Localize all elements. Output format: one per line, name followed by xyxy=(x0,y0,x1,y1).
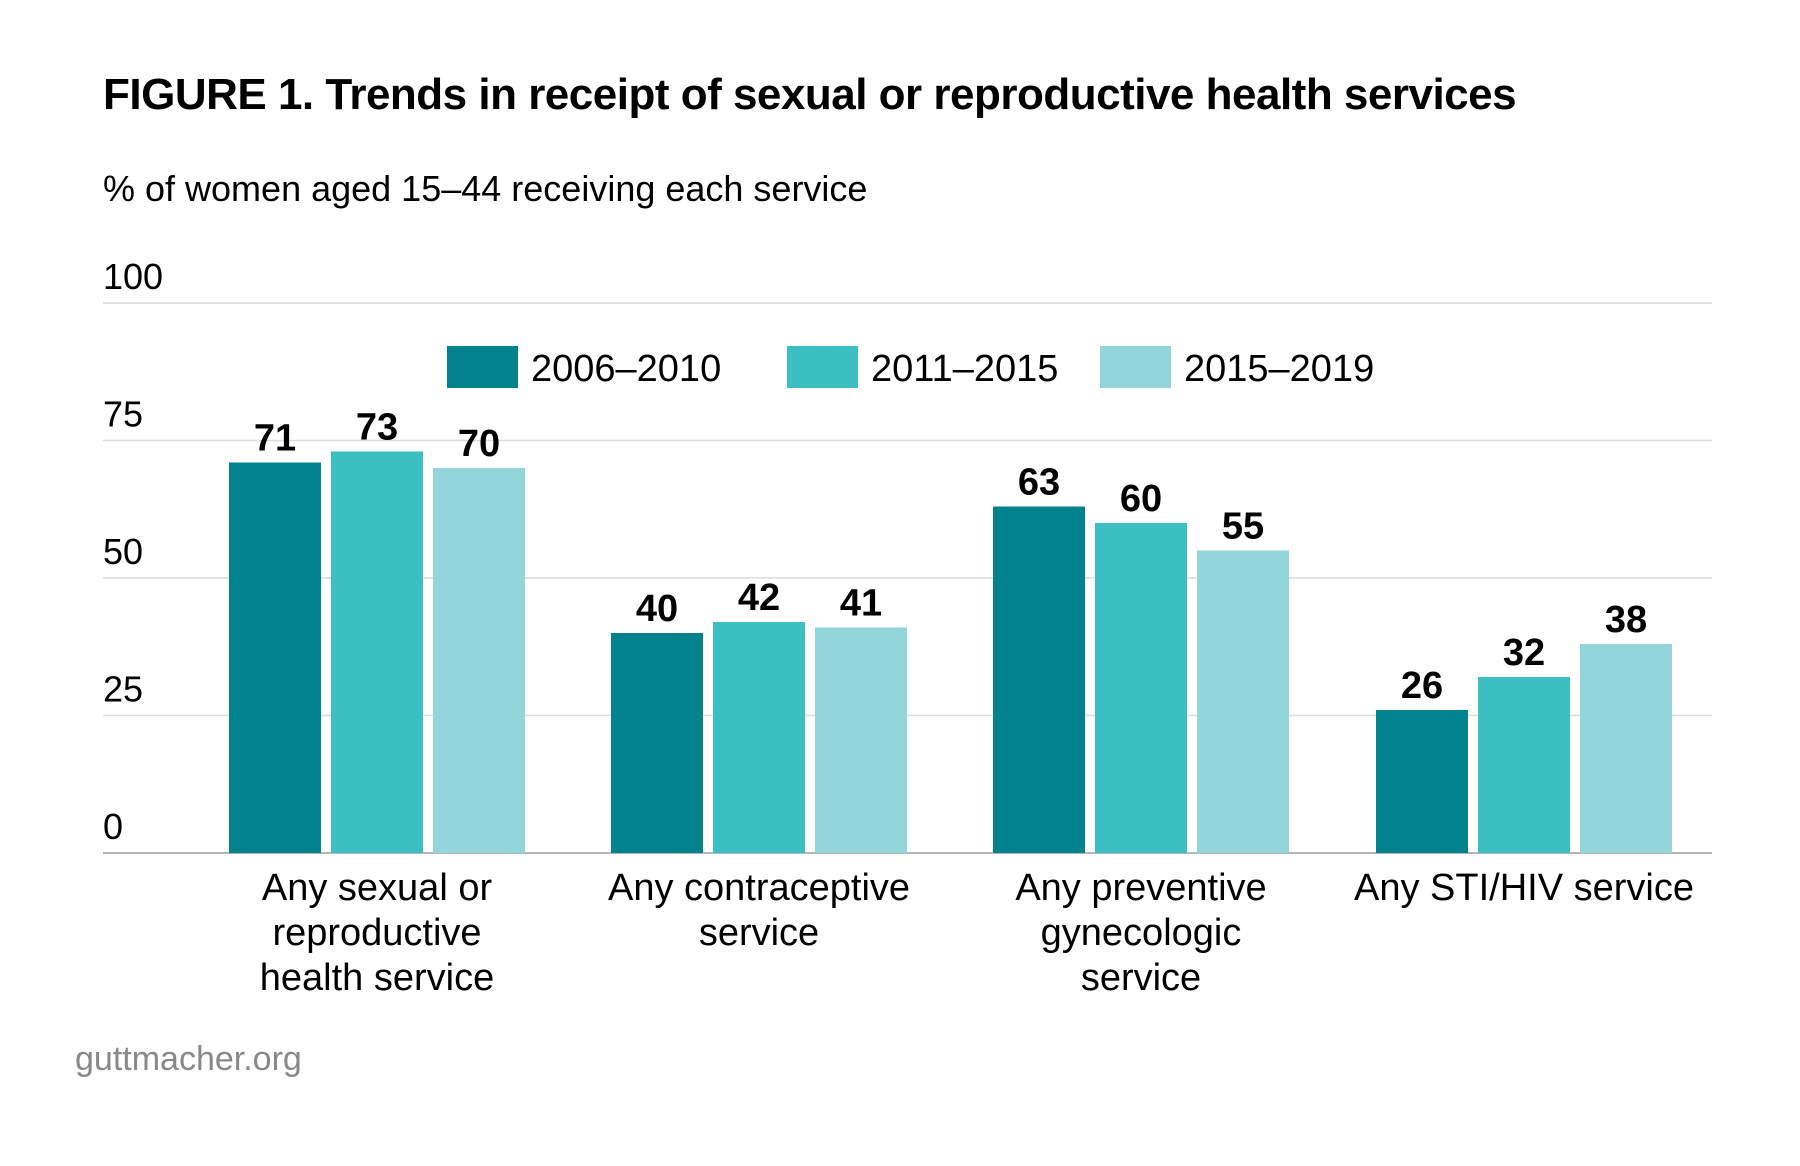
data-label: 71 xyxy=(254,418,296,460)
source-credit: guttmacher.org xyxy=(75,1040,302,1078)
chart-subtitle: % of women aged 15–44 receiving each ser… xyxy=(103,168,868,209)
bar xyxy=(993,506,1085,853)
bar xyxy=(331,451,423,853)
bar xyxy=(1376,710,1468,853)
legend-label: 2011–2015 xyxy=(871,348,1058,390)
x-category-label: Any STI/HIV service xyxy=(1354,867,1694,909)
data-label: 60 xyxy=(1120,478,1162,520)
bar xyxy=(611,633,703,853)
data-label: 55 xyxy=(1222,506,1264,548)
data-label: 26 xyxy=(1401,665,1443,707)
data-label: 41 xyxy=(840,583,882,625)
data-label: 63 xyxy=(1018,462,1060,504)
bar xyxy=(815,627,907,853)
bar xyxy=(1095,523,1187,853)
bar xyxy=(433,468,525,853)
legend-swatch xyxy=(1100,346,1171,388)
data-label: 38 xyxy=(1605,599,1647,641)
y-tick-label: 75 xyxy=(103,394,143,435)
y-tick-label: 0 xyxy=(103,806,123,847)
bar xyxy=(229,462,321,853)
chart-title: FIGURE 1. Trends in receipt of sexual or… xyxy=(103,70,1517,119)
bar xyxy=(1478,677,1570,853)
y-tick-label: 50 xyxy=(103,531,143,572)
x-category-label: Any preventive gynecologic service xyxy=(1015,867,1266,999)
bar xyxy=(713,622,805,853)
bar xyxy=(1580,644,1672,853)
x-category-label: Any contraceptive service xyxy=(608,867,910,954)
bar xyxy=(1197,550,1289,853)
legend-label: 2015–2019 xyxy=(1184,348,1374,390)
x-category-label: Any sexual or reproductive health service xyxy=(260,867,494,999)
data-label: 40 xyxy=(636,588,678,630)
data-label: 73 xyxy=(356,407,398,449)
data-label: 32 xyxy=(1503,632,1545,674)
legend-label: 2006–2010 xyxy=(531,348,721,390)
legend-swatch xyxy=(787,346,858,388)
legend-swatch xyxy=(447,346,518,388)
data-label: 42 xyxy=(738,577,780,619)
data-label: 70 xyxy=(458,423,500,465)
y-tick-label: 100 xyxy=(103,256,163,297)
y-tick-label: 25 xyxy=(103,669,143,710)
